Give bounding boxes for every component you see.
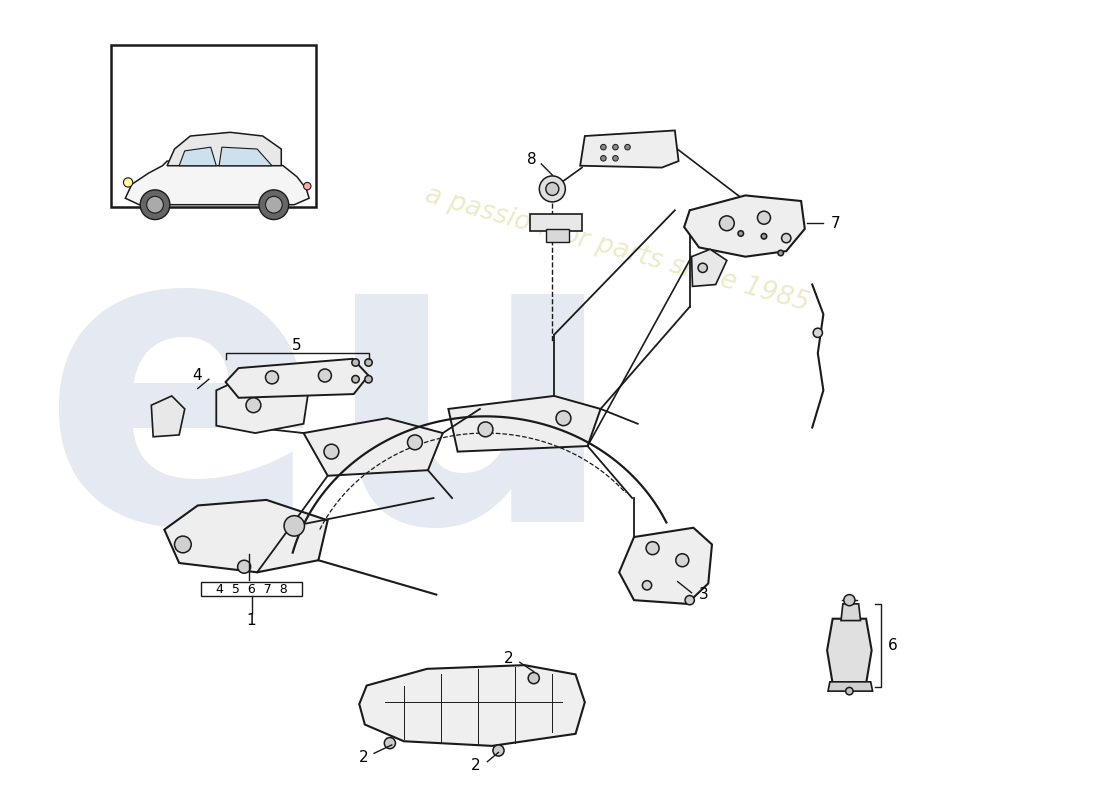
Polygon shape	[684, 195, 805, 257]
Polygon shape	[692, 250, 727, 286]
Text: 4  5  6  7  8: 4 5 6 7 8	[216, 582, 287, 595]
Circle shape	[813, 328, 823, 338]
Circle shape	[625, 144, 630, 150]
Polygon shape	[304, 418, 443, 476]
Polygon shape	[125, 161, 309, 205]
Circle shape	[478, 422, 493, 437]
Circle shape	[246, 398, 261, 413]
Circle shape	[407, 435, 422, 450]
Circle shape	[365, 375, 372, 383]
Polygon shape	[449, 396, 601, 452]
Text: 6: 6	[889, 638, 898, 653]
Circle shape	[258, 190, 288, 219]
Polygon shape	[226, 359, 368, 398]
Circle shape	[675, 554, 689, 566]
Circle shape	[528, 673, 539, 684]
Circle shape	[123, 178, 133, 187]
Polygon shape	[827, 618, 871, 684]
Text: 5: 5	[293, 338, 301, 354]
Circle shape	[265, 196, 283, 213]
Circle shape	[539, 176, 565, 202]
Circle shape	[738, 230, 744, 236]
Text: 2: 2	[471, 758, 481, 773]
Circle shape	[761, 234, 767, 239]
Text: 3: 3	[698, 587, 708, 602]
Text: 8: 8	[527, 152, 537, 166]
Circle shape	[646, 542, 659, 554]
Circle shape	[365, 359, 372, 366]
Circle shape	[146, 196, 164, 213]
Circle shape	[601, 144, 606, 150]
Circle shape	[685, 595, 694, 605]
Polygon shape	[546, 229, 569, 242]
Polygon shape	[167, 132, 282, 166]
Circle shape	[782, 234, 791, 242]
Circle shape	[719, 216, 735, 230]
Text: 4: 4	[191, 368, 201, 383]
Polygon shape	[842, 604, 860, 621]
Circle shape	[140, 190, 169, 219]
Bar	[111, 45, 316, 207]
Circle shape	[384, 738, 395, 749]
Text: 2: 2	[359, 750, 369, 765]
Circle shape	[642, 581, 651, 590]
Circle shape	[758, 211, 770, 224]
Polygon shape	[360, 665, 585, 746]
Text: 7: 7	[830, 216, 840, 230]
Circle shape	[613, 155, 618, 161]
Polygon shape	[580, 130, 679, 167]
Text: eu: eu	[40, 205, 619, 609]
Circle shape	[238, 560, 251, 574]
Circle shape	[493, 745, 504, 756]
Text: 2: 2	[504, 651, 514, 666]
Polygon shape	[217, 378, 309, 433]
Circle shape	[175, 536, 191, 553]
Circle shape	[546, 182, 559, 195]
Circle shape	[265, 371, 278, 384]
Circle shape	[844, 594, 855, 606]
Circle shape	[613, 144, 618, 150]
Polygon shape	[179, 147, 217, 166]
Circle shape	[698, 263, 707, 273]
Polygon shape	[152, 396, 185, 437]
Polygon shape	[219, 147, 272, 166]
Circle shape	[778, 250, 783, 256]
Polygon shape	[619, 528, 712, 604]
Bar	[201, 582, 301, 597]
Circle shape	[324, 444, 339, 459]
Circle shape	[352, 375, 360, 383]
Polygon shape	[530, 214, 582, 230]
Circle shape	[556, 410, 571, 426]
Circle shape	[352, 359, 360, 366]
Circle shape	[318, 369, 331, 382]
Circle shape	[601, 155, 606, 161]
Text: a passion for parts since 1985: a passion for parts since 1985	[422, 182, 813, 317]
Circle shape	[304, 182, 311, 190]
Text: 1: 1	[246, 613, 256, 628]
Circle shape	[846, 687, 854, 695]
Polygon shape	[828, 682, 872, 691]
Circle shape	[284, 516, 305, 536]
Polygon shape	[164, 500, 328, 572]
